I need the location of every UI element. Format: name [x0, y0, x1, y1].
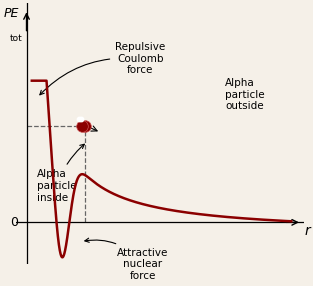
Point: [79, 117, 84, 122]
Point: [82, 124, 87, 128]
Text: 0: 0: [11, 216, 18, 229]
Point: [80, 124, 85, 128]
Text: Alpha
particle
inside: Alpha particle inside: [37, 144, 84, 202]
Text: r: r: [305, 224, 310, 238]
Text: Attractive
nuclear
force: Attractive nuclear force: [85, 238, 169, 281]
Text: PE: PE: [3, 7, 18, 20]
Text: tot: tot: [10, 33, 23, 43]
Text: Repulsive
Coulomb
force: Repulsive Coulomb force: [40, 42, 166, 95]
Text: Alpha
particle
outside: Alpha particle outside: [225, 78, 265, 111]
Point: [76, 117, 81, 122]
